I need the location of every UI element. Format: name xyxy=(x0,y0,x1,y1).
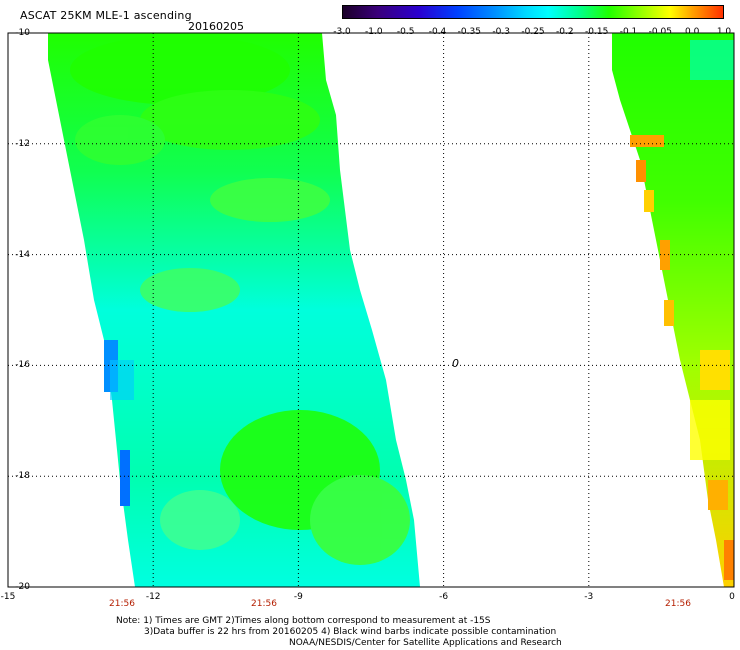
colorbar-tick-label: -0.2 xyxy=(556,27,574,37)
map-date: 20160205 xyxy=(188,20,244,33)
note-line-3: NOAA/NESDIS/Center for Satellite Applica… xyxy=(289,638,562,648)
time-label: 21:56 xyxy=(665,599,691,609)
time-label: 21:56 xyxy=(109,599,135,609)
map-title: ASCAT 25KM MLE-1 ascending xyxy=(20,9,192,22)
colorbar-tick-label: -0.4 xyxy=(428,27,447,37)
x-tick-label: -9 xyxy=(293,592,303,602)
y-tick-label: -20 xyxy=(15,582,30,592)
y-tick-label: -18 xyxy=(15,471,30,482)
map-marker-label: 0 xyxy=(452,357,459,370)
x-tick-label: 0 xyxy=(729,592,735,602)
colorbar-tick-label: -1.0 xyxy=(365,27,383,37)
colorbar-tick-label: -3.0 xyxy=(333,27,351,37)
time-label: 21:56 xyxy=(251,599,277,609)
colorbar-tick-label: -0.35 xyxy=(457,27,481,37)
note-line-1: Note: 1) Times are GMT 2)Times along bot… xyxy=(116,616,491,626)
swath-right-patches xyxy=(630,40,734,580)
swath-left-patches xyxy=(70,35,410,565)
gridlines xyxy=(8,33,734,587)
x-tick-label: -6 xyxy=(439,592,449,602)
colorbar-tick-label: -0.1 xyxy=(619,27,638,37)
colorbar-tick-label: -0.15 xyxy=(585,27,609,37)
x-tick-label: -12 xyxy=(145,592,161,602)
colorbar-tick-label: 0.0 xyxy=(684,27,700,37)
note-line-2: 3)Data buffer is 22 hrs from 20160205 4)… xyxy=(144,627,557,637)
plot-frame xyxy=(7,32,735,588)
x-tick-label: -3 xyxy=(584,592,594,602)
colorbar-tick-label: -0.3 xyxy=(492,27,510,37)
colorbar-tick-label: -0.05 xyxy=(648,27,672,37)
swath-left-blue xyxy=(104,340,134,506)
x-tick-label: -15 xyxy=(0,592,16,602)
colorbar-tick-label: -0.25 xyxy=(521,27,545,37)
y-tick-label: -16 xyxy=(15,360,30,371)
colorbar-tick-label: -0.5 xyxy=(396,27,415,37)
y-tick-label: -12 xyxy=(15,138,30,149)
colorbar xyxy=(342,5,724,19)
y-tick-label: -10 xyxy=(15,28,30,38)
colorbar-tick-label: 1.0 xyxy=(716,27,732,37)
y-tick-label: -14 xyxy=(15,249,30,260)
